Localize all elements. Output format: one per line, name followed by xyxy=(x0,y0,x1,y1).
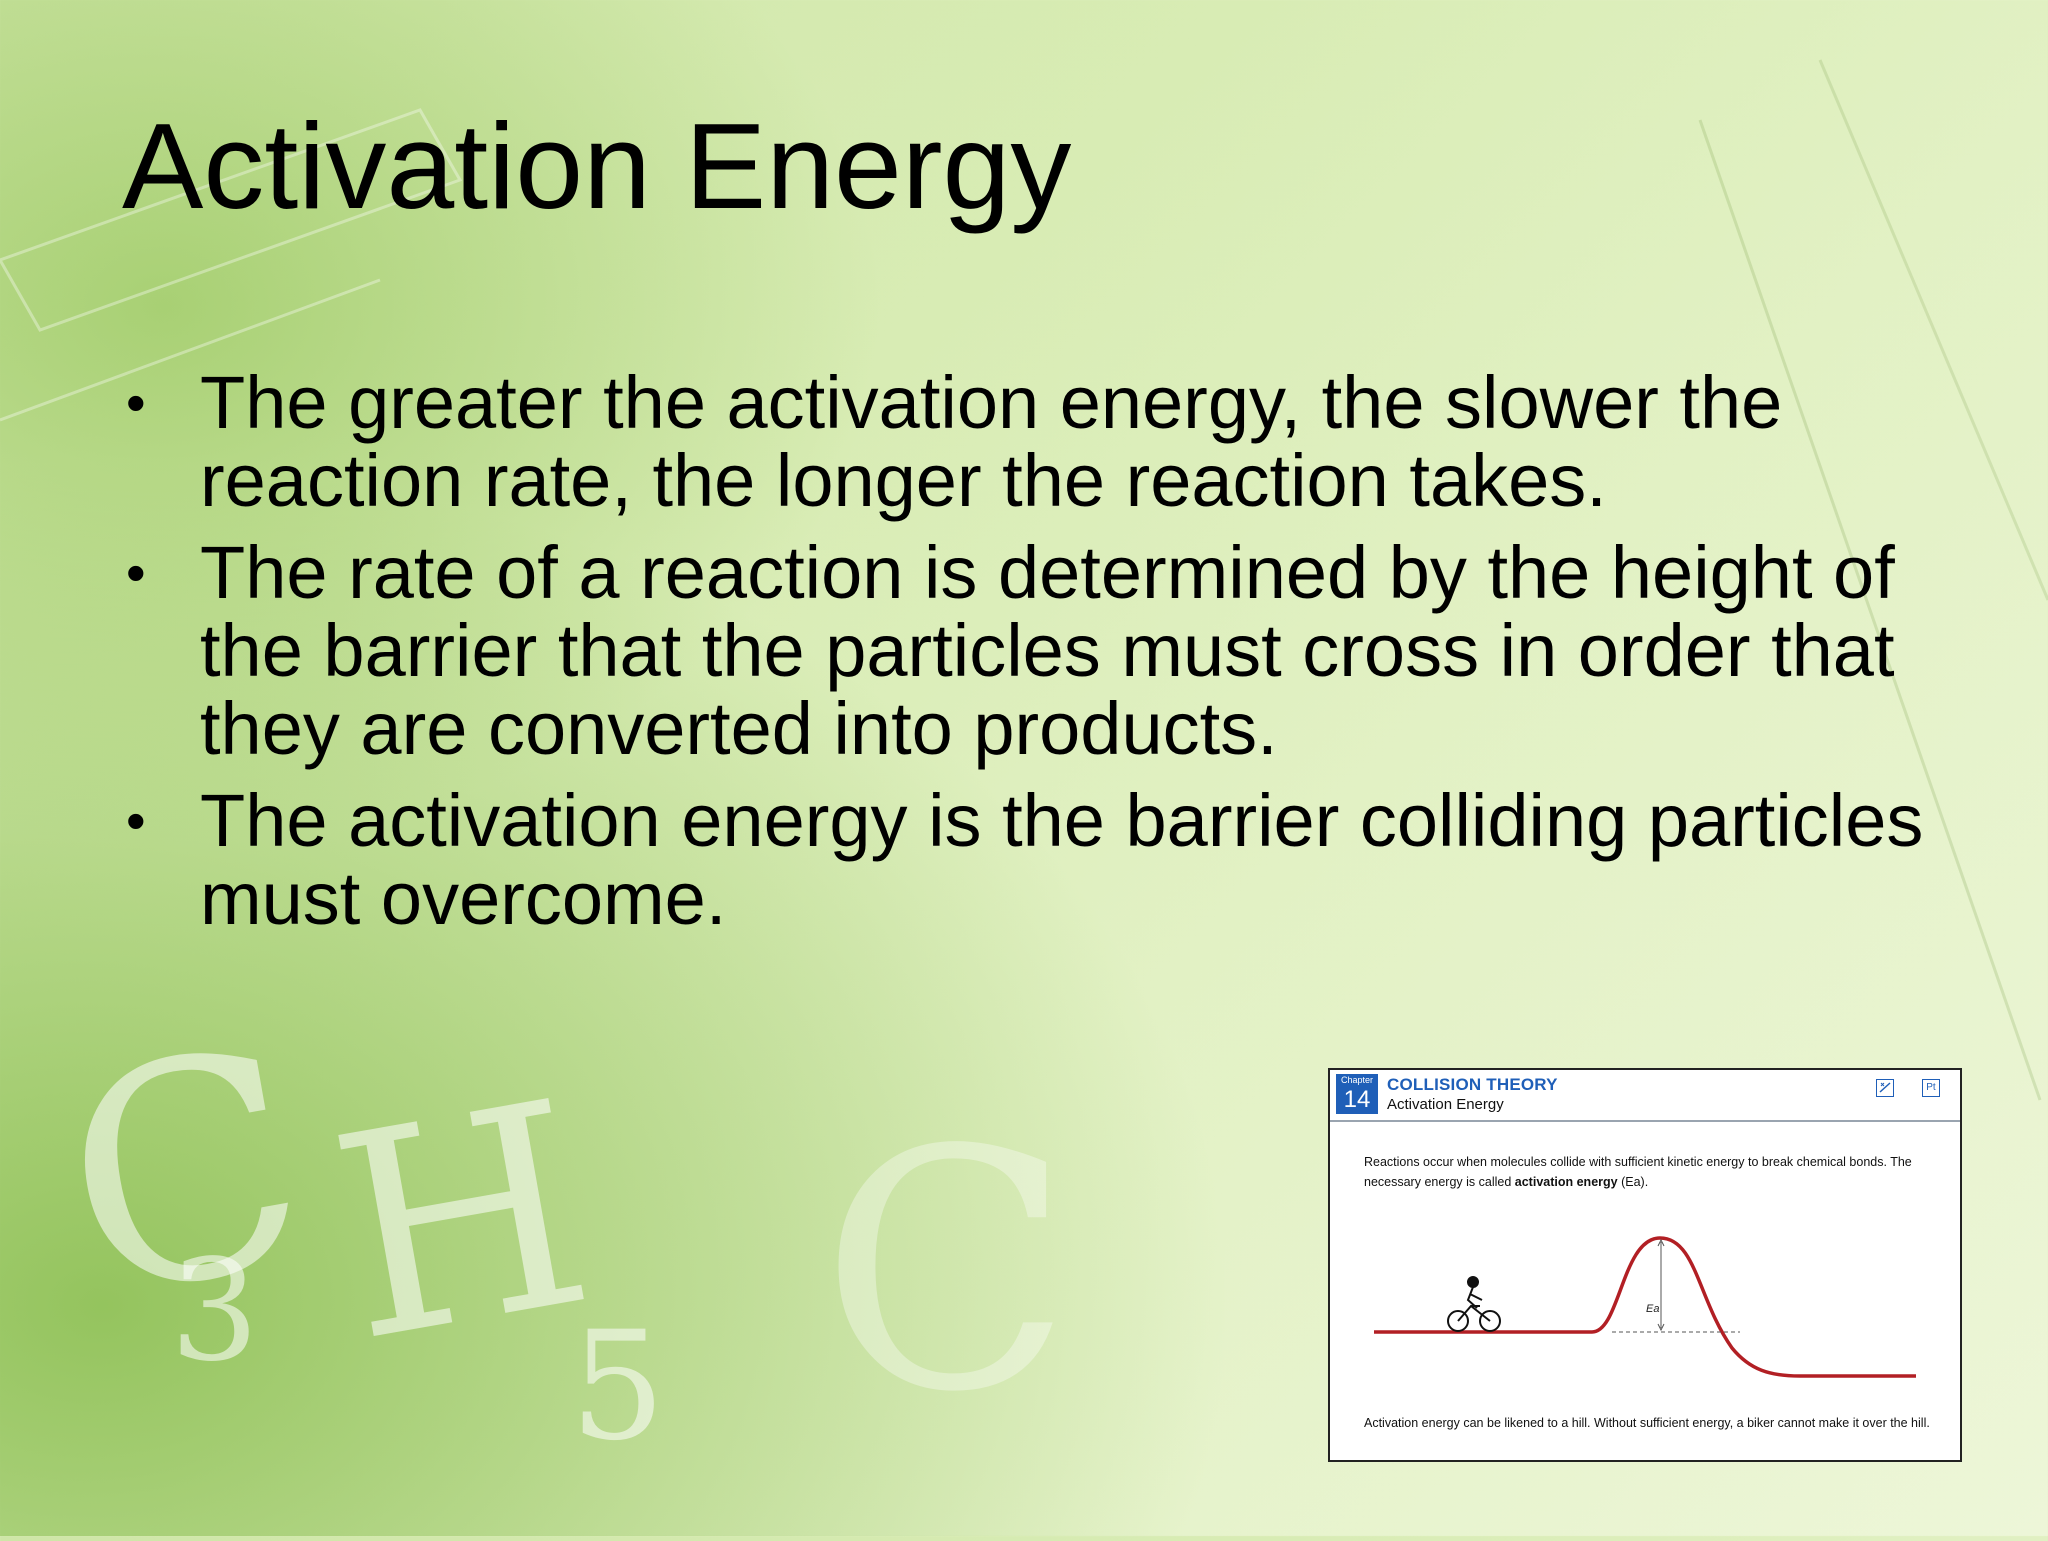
description-symbol: (Ea). xyxy=(1621,1175,1649,1189)
bg-digit-5: 5 xyxy=(570,1300,666,1474)
bullet-item: • The greater the activation energy, the… xyxy=(122,364,1982,520)
pt-icon[interactable]: Pt xyxy=(1922,1079,1940,1097)
card-header: Chapter 14 COLLISION THEORY Activation E… xyxy=(1330,1070,1960,1122)
chapter-number: 14 xyxy=(1343,1086,1371,1113)
bullet-text: The greater the activation energy, the s… xyxy=(200,361,1783,522)
bg-letter-h: H xyxy=(313,1041,611,1405)
description-term: activation energy xyxy=(1514,1175,1618,1189)
bullet-marker: • xyxy=(126,789,146,852)
bullet-text: The activation energy is the barrier col… xyxy=(200,779,1924,940)
bullet-marker: • xyxy=(126,541,146,604)
card-description: Reactions occur when molecules collide w… xyxy=(1364,1152,1944,1192)
card-caption: Activation energy can be likened to a hi… xyxy=(1364,1416,1930,1430)
energy-curve xyxy=(1374,1236,1916,1378)
bg-digit-3: 3 xyxy=(170,1230,260,1393)
graph-icon[interactable] xyxy=(1876,1079,1894,1097)
chapter-badge: Chapter 14 xyxy=(1336,1074,1378,1114)
bullet-text: The rate of a reaction is determined by … xyxy=(200,531,1895,770)
ea-label: Ea xyxy=(1646,1303,1659,1315)
bullet-item: • The activation energy is the barrier c… xyxy=(122,782,1982,938)
section-title: COLLISION THEORY xyxy=(1387,1075,1558,1094)
bullet-marker: • xyxy=(126,371,146,434)
description-text: Reactions occur when molecules collide w… xyxy=(1364,1155,1912,1189)
energy-hill-diagram: Ea xyxy=(1374,1236,1916,1378)
cyclist-icon xyxy=(1447,1276,1501,1332)
chapter-label: Chapter xyxy=(1340,1075,1374,1085)
bullet-list: • The greater the activation energy, the… xyxy=(122,364,1982,952)
collision-theory-figure: Chapter 14 COLLISION THEORY Activation E… xyxy=(1328,1068,1962,1462)
bg-letter-c: C xyxy=(41,982,329,1367)
slide-title: Activation Energy xyxy=(122,98,1072,234)
bullet-item: • The rate of a reaction is determined b… xyxy=(122,534,1982,768)
section-subtitle: Activation Energy xyxy=(1387,1096,1504,1113)
bg-letter-c2: C xyxy=(820,1080,1073,1464)
